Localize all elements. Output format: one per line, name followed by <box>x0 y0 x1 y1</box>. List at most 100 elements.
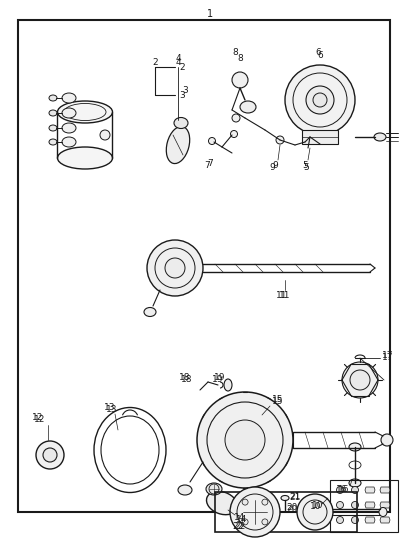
Ellipse shape <box>380 434 392 446</box>
Text: 19: 19 <box>212 376 223 385</box>
Ellipse shape <box>49 95 57 101</box>
Ellipse shape <box>373 133 385 141</box>
Ellipse shape <box>57 101 112 123</box>
Text: 16: 16 <box>337 485 349 494</box>
Text: 10: 10 <box>309 502 321 512</box>
Ellipse shape <box>49 125 57 131</box>
Polygon shape <box>379 502 389 508</box>
Text: 14: 14 <box>234 513 245 522</box>
Text: 12: 12 <box>34 415 45 424</box>
Ellipse shape <box>62 137 76 147</box>
Circle shape <box>231 114 240 122</box>
Circle shape <box>351 516 358 523</box>
Text: 20: 20 <box>286 506 297 514</box>
Bar <box>18 20 389 512</box>
Ellipse shape <box>49 139 57 145</box>
Text: 2: 2 <box>152 58 157 67</box>
Ellipse shape <box>62 123 76 133</box>
Ellipse shape <box>378 507 386 516</box>
Text: 14: 14 <box>236 515 247 525</box>
Bar <box>301 130 337 144</box>
Text: 1: 1 <box>206 9 213 19</box>
Circle shape <box>305 86 333 114</box>
Circle shape <box>208 138 215 145</box>
Ellipse shape <box>223 379 231 391</box>
Text: 2: 2 <box>179 62 184 72</box>
Circle shape <box>165 258 185 278</box>
Circle shape <box>351 501 358 508</box>
Ellipse shape <box>166 126 189 164</box>
Text: 7: 7 <box>206 159 212 167</box>
Circle shape <box>349 370 369 390</box>
Circle shape <box>242 519 247 525</box>
Text: 13: 13 <box>106 406 117 414</box>
Polygon shape <box>364 517 374 523</box>
Circle shape <box>336 501 343 508</box>
Text: 10: 10 <box>311 501 323 511</box>
Circle shape <box>100 130 110 140</box>
Text: 3: 3 <box>179 90 185 100</box>
Circle shape <box>230 487 279 537</box>
Text: 5: 5 <box>302 162 308 172</box>
Text: 15: 15 <box>272 398 283 407</box>
Circle shape <box>147 240 202 296</box>
Bar <box>214 492 356 532</box>
Ellipse shape <box>173 117 188 129</box>
Text: 16: 16 <box>335 485 347 494</box>
Polygon shape <box>364 487 374 493</box>
Circle shape <box>336 486 343 493</box>
Text: 19: 19 <box>214 373 225 383</box>
Circle shape <box>230 131 237 138</box>
Text: 12: 12 <box>32 414 44 422</box>
Circle shape <box>275 136 283 144</box>
Text: 5: 5 <box>301 160 307 169</box>
Circle shape <box>261 499 267 505</box>
Ellipse shape <box>178 485 192 495</box>
Text: 8: 8 <box>232 47 237 56</box>
Text: 4: 4 <box>175 58 180 67</box>
Ellipse shape <box>348 479 360 487</box>
Text: 18: 18 <box>181 376 192 385</box>
Circle shape <box>284 65 354 135</box>
Ellipse shape <box>206 491 237 515</box>
Text: 9: 9 <box>271 160 277 169</box>
Ellipse shape <box>62 93 76 103</box>
Text: 9: 9 <box>268 162 274 172</box>
Circle shape <box>312 93 326 107</box>
Ellipse shape <box>57 147 112 169</box>
Circle shape <box>341 362 377 398</box>
Text: 4: 4 <box>175 53 180 62</box>
Polygon shape <box>379 487 389 493</box>
Text: 13: 13 <box>104 404 116 413</box>
Circle shape <box>36 441 64 469</box>
Circle shape <box>296 494 332 530</box>
Ellipse shape <box>280 495 288 500</box>
Polygon shape <box>364 502 374 508</box>
Text: 17: 17 <box>381 351 393 360</box>
Text: 6: 6 <box>314 47 320 56</box>
Ellipse shape <box>206 483 221 495</box>
Text: 3: 3 <box>182 86 188 95</box>
Text: 18: 18 <box>179 373 190 383</box>
Text: 7: 7 <box>204 160 209 169</box>
Ellipse shape <box>348 443 360 451</box>
Circle shape <box>43 448 57 462</box>
Ellipse shape <box>240 101 255 113</box>
Text: 11: 11 <box>279 291 290 300</box>
Circle shape <box>197 392 292 488</box>
Text: 11: 11 <box>275 291 287 300</box>
Circle shape <box>224 420 264 460</box>
Circle shape <box>336 516 343 523</box>
Ellipse shape <box>49 110 57 116</box>
Text: 8: 8 <box>237 53 242 62</box>
Circle shape <box>261 519 267 525</box>
Text: 15: 15 <box>272 395 283 405</box>
Circle shape <box>351 486 358 493</box>
Text: 22: 22 <box>234 522 245 532</box>
Text: 20: 20 <box>286 504 297 513</box>
Ellipse shape <box>62 108 76 118</box>
Ellipse shape <box>144 308 156 316</box>
Polygon shape <box>379 517 389 523</box>
Text: 21: 21 <box>289 493 300 502</box>
Text: 6: 6 <box>316 51 322 60</box>
